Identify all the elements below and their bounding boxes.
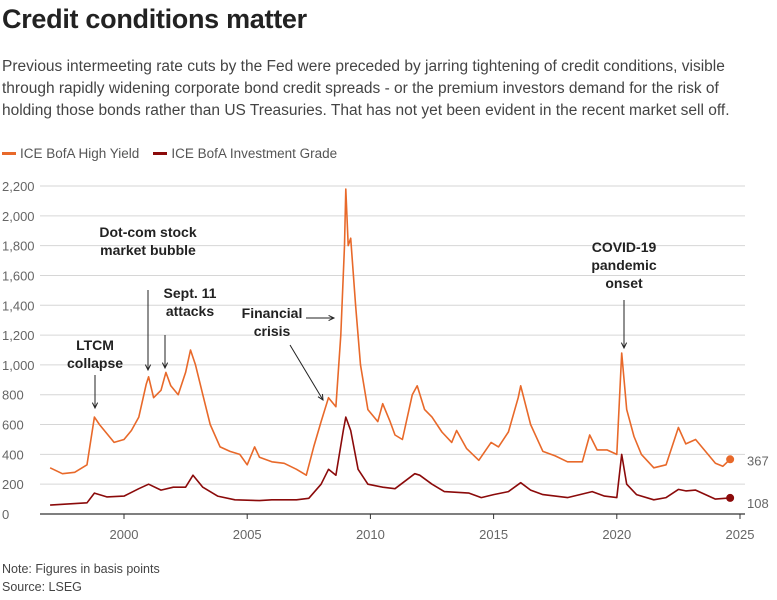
y-tick-label: 200 bbox=[2, 477, 24, 492]
annotation-label: onset bbox=[605, 275, 643, 291]
annotation-label: market bubble bbox=[100, 242, 196, 258]
annotation-arrow bbox=[289, 344, 324, 401]
series-line-high-yield bbox=[49, 188, 731, 476]
x-tick-label: 2000 bbox=[110, 527, 139, 542]
legend-swatch bbox=[2, 152, 16, 155]
legend: ICE BofA High Yield ICE BofA Investment … bbox=[2, 146, 337, 161]
y-tick-label: 1,400 bbox=[2, 298, 35, 313]
end-value-label: 367 bbox=[747, 453, 769, 468]
chart-note: Note: Figures in basis points bbox=[2, 562, 160, 576]
arrow-head bbox=[144, 364, 152, 372]
chart-subtitle: Previous intermeeting rate cuts by the F… bbox=[2, 58, 730, 119]
annotation-label: LTCM bbox=[76, 337, 114, 353]
arrow-head bbox=[328, 314, 336, 322]
x-tick-label: 2015 bbox=[479, 527, 508, 542]
legend-label: ICE BofA Investment Grade bbox=[171, 146, 338, 161]
y-tick-label: 800 bbox=[2, 388, 24, 403]
x-tick-label: 2005 bbox=[233, 527, 262, 542]
legend-item-high-yield: ICE BofA High Yield bbox=[2, 146, 139, 161]
annotation-label: crisis bbox=[254, 323, 291, 339]
end-value-label: 108 bbox=[747, 496, 769, 511]
y-tick-label: 1,800 bbox=[2, 239, 35, 254]
y-tick-label: 2,000 bbox=[2, 209, 35, 224]
arrow-head bbox=[620, 342, 628, 350]
y-tick-label: 1,600 bbox=[2, 268, 35, 283]
line-chart: 0 200 400 600 800 1,000 1,200 1,400 1,600 1,800 2,… bbox=[2, 179, 769, 542]
series-line-investment-grade bbox=[50, 416, 731, 506]
chart-source: Source: LSEG bbox=[2, 580, 82, 594]
end-point-marker bbox=[726, 493, 735, 502]
annotation-label: collapse bbox=[67, 355, 123, 371]
annotation-label: attacks bbox=[166, 303, 214, 319]
legend-item-investment-grade: ICE BofA Investment Grade bbox=[153, 146, 337, 161]
arrow-head bbox=[317, 393, 324, 401]
y-tick-label: 1,000 bbox=[2, 358, 35, 373]
y-tick-label: 0 bbox=[2, 507, 9, 522]
annotation-label: COVID-19 bbox=[592, 239, 657, 255]
x-tick-label: 2010 bbox=[356, 527, 385, 542]
x-tick-label: 2025 bbox=[726, 527, 755, 542]
y-tick-label: 400 bbox=[2, 447, 24, 462]
annotation-label: Dot-com stock bbox=[99, 224, 196, 240]
legend-label: ICE BofA High Yield bbox=[20, 146, 140, 161]
annotation-label: Financial bbox=[242, 305, 303, 321]
legend-swatch bbox=[153, 152, 168, 155]
arrow-head bbox=[161, 362, 169, 370]
chart-title: Credit conditions matter bbox=[2, 4, 307, 34]
arrow-head bbox=[91, 402, 99, 410]
annotation-label: pandemic bbox=[591, 257, 657, 273]
end-point-marker bbox=[726, 455, 735, 464]
y-tick-label: 600 bbox=[2, 418, 24, 433]
y-tick-label: 1,200 bbox=[2, 328, 35, 343]
x-tick-label: 2020 bbox=[602, 527, 631, 542]
y-tick-label: 2,200 bbox=[2, 179, 35, 194]
annotation-label: Sept. 11 bbox=[164, 285, 217, 301]
